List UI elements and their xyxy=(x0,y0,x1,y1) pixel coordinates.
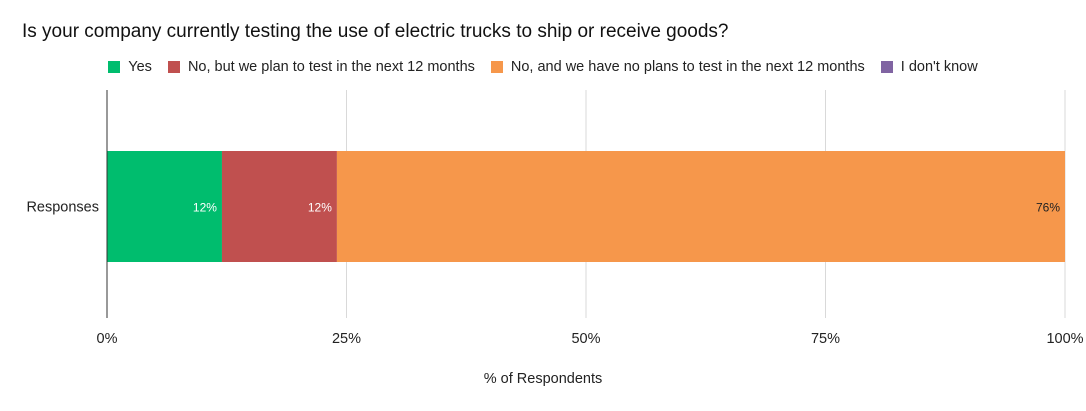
legend: Yes No, but we plan to test in the next 1… xyxy=(0,59,1086,75)
legend-item-1: No, but we plan to test in the next 12 m… xyxy=(167,59,475,75)
bar-segment-0 xyxy=(107,151,222,262)
x-tick-label-1: 25% xyxy=(332,331,361,347)
legend-swatch-3 xyxy=(880,61,893,73)
x-tick-label-3: 75% xyxy=(811,331,840,347)
bar-segment-1 xyxy=(221,151,337,262)
x-tick-label-4: 100% xyxy=(1046,331,1083,347)
legend-label-2: No, and we have no plans to test in the … xyxy=(510,59,865,75)
legend-label-3: I don't know xyxy=(900,59,978,75)
chart-title: Is your company currently testing the us… xyxy=(22,21,729,42)
legend-item-2: No, and we have no plans to test in the … xyxy=(490,59,865,75)
legend-swatch-2 xyxy=(490,61,503,73)
x-axis-title: % of Respondents xyxy=(483,371,603,387)
legend-swatch-0 xyxy=(108,61,121,73)
legend-label-1: No, but we plan to test in the next 12 m… xyxy=(187,59,475,75)
data-label-2: 76% xyxy=(1036,201,1060,215)
x-tick-label-0: 0% xyxy=(97,331,118,347)
data-label-0: 12% xyxy=(193,201,217,215)
legend-label-0: Yes xyxy=(128,59,152,75)
legend-item-3: I don't know xyxy=(880,59,978,75)
bar-segment-2 xyxy=(336,151,1065,262)
x-tick-label-2: 50% xyxy=(571,331,600,347)
category-label-0: Responses xyxy=(26,200,99,216)
legend-swatch-1 xyxy=(167,61,180,73)
data-label-1: 12% xyxy=(308,201,332,215)
legend-item-0: Yes xyxy=(108,59,152,75)
